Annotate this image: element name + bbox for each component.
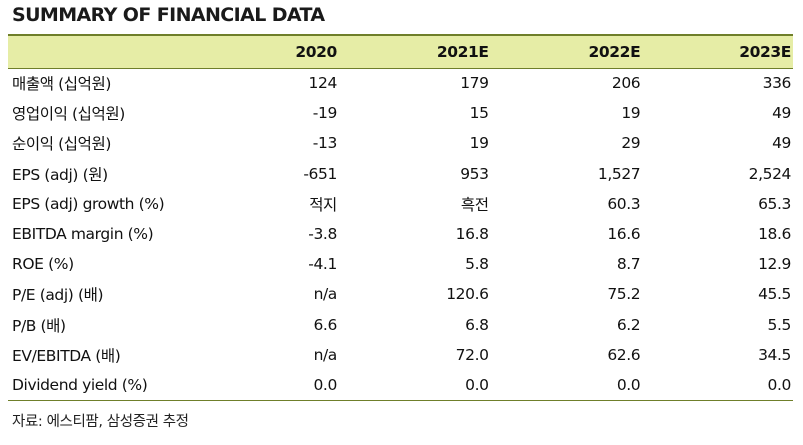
row-label: EPS (adj) (원) <box>12 165 108 184</box>
value-cell: 5.5 <box>767 315 792 334</box>
row-label: EV/EBITDA (배) <box>12 346 121 365</box>
value-cell: 60.3 <box>607 194 641 213</box>
row-label: P/B (배) <box>12 316 66 335</box>
value-cell: -651 <box>303 164 337 183</box>
value-cell: 19 <box>469 134 489 153</box>
header-cell-2022e: 2022E <box>588 42 641 61</box>
value-cell: n/a <box>313 345 338 364</box>
value-cell: 8.7 <box>616 255 641 274</box>
row-label: EPS (adj) growth (%) <box>12 194 165 213</box>
value-cell: 18.6 <box>758 225 791 244</box>
table-row: ROE (%) -4.1 5.8 8.7 12.9 <box>8 249 793 279</box>
value-cell: -3.8 <box>308 225 337 244</box>
table-row: EV/EBITDA (배) n/a 72.0 62.6 34.5 <box>8 340 793 370</box>
row-label: Dividend yield (%) <box>12 375 148 394</box>
value-cell: 336 <box>762 74 792 93</box>
value-cell: 12.9 <box>758 255 791 274</box>
row-label: 매출액 (십억원) <box>12 75 111 94</box>
value-cell: 6.8 <box>465 315 489 334</box>
header-row: 2020 2021E 2022E 2023E <box>8 35 793 68</box>
value-cell: 5.8 <box>465 255 489 274</box>
value-cell: 29 <box>621 134 641 153</box>
value-cell: 34.5 <box>758 345 791 364</box>
value-cell: 0.0 <box>465 375 489 394</box>
value-cell: 흑전 <box>460 195 489 214</box>
source-note: 자료: 에스티팜, 삼성증권 추정 <box>12 414 189 430</box>
value-cell: 19 <box>621 104 641 123</box>
row-label: 순이익 (십억원) <box>12 135 111 154</box>
value-cell: 6.2 <box>616 315 641 334</box>
value-cell: 953 <box>460 164 489 183</box>
financial-summary-table: 2020 2021E 2022E 2023E 매출액 (십억원) 124 179 20… <box>8 34 793 401</box>
value-cell: 1,527 <box>597 164 641 183</box>
value-cell: -19 <box>312 104 338 123</box>
header-cell-2023e: 2023E <box>739 42 791 61</box>
header-cell-2021e: 2021E <box>436 42 489 61</box>
value-cell: 6.6 <box>313 315 337 334</box>
value-cell: 45.5 <box>758 285 791 304</box>
row-label: P/E (adj) (배) <box>12 286 104 305</box>
value-cell: 75.2 <box>607 285 641 304</box>
table-title: SUMMARY OF FINANCIAL DATA <box>12 4 325 26</box>
value-cell: 72.0 <box>455 345 489 364</box>
table-row: EBITDA margin (%) -3.8 16.8 16.6 18.6 <box>8 219 793 249</box>
value-cell: 49 <box>772 134 791 153</box>
value-cell: 적지 <box>309 195 337 214</box>
value-cell: 0.0 <box>767 375 792 394</box>
value-cell: 16.6 <box>607 225 641 244</box>
value-cell: -13 <box>312 134 338 153</box>
value-cell: 120.6 <box>446 285 489 304</box>
value-cell: 0.0 <box>616 375 641 394</box>
table-row: P/E (adj) (배) n/a 120.6 75.2 45.5 <box>8 279 793 309</box>
value-cell: n/a <box>313 285 338 304</box>
table-row: EPS (adj) (원) -651 953 1,527 2,524 <box>8 159 793 189</box>
row-label: ROE (%) <box>12 255 74 274</box>
header-cell-label <box>8 35 224 68</box>
table-row: 순이익 (십억원) -13 19 29 49 <box>8 128 793 158</box>
value-cell: 124 <box>308 74 338 93</box>
value-cell: 49 <box>772 104 791 123</box>
table-row: 영업이익 (십억원) -19 15 19 49 <box>8 98 793 128</box>
value-cell: 65.3 <box>758 194 791 213</box>
value-cell: 16.8 <box>455 225 489 244</box>
value-cell: 0.0 <box>313 375 337 394</box>
value-cell: 62.6 <box>607 345 641 364</box>
value-cell: -4.1 <box>308 255 337 274</box>
row-label: 영업이익 (십억원) <box>12 105 125 124</box>
table-row: Dividend yield (%) 0.0 0.0 0.0 0.0 <box>8 370 793 401</box>
value-cell: 179 <box>460 74 489 93</box>
table-row: 매출액 (십억원) 124 179 206 336 <box>8 68 793 98</box>
table-row: EPS (adj) growth (%) 적지 흑전 60.3 65.3 <box>8 189 793 219</box>
row-label: EBITDA margin (%) <box>12 225 154 244</box>
value-cell: 15 <box>469 104 489 123</box>
value-cell: 206 <box>611 74 641 93</box>
value-cell: 2,524 <box>748 164 792 183</box>
header-cell-2020: 2020 <box>295 42 337 61</box>
table-row: P/B (배) 6.6 6.8 6.2 5.5 <box>8 310 793 340</box>
